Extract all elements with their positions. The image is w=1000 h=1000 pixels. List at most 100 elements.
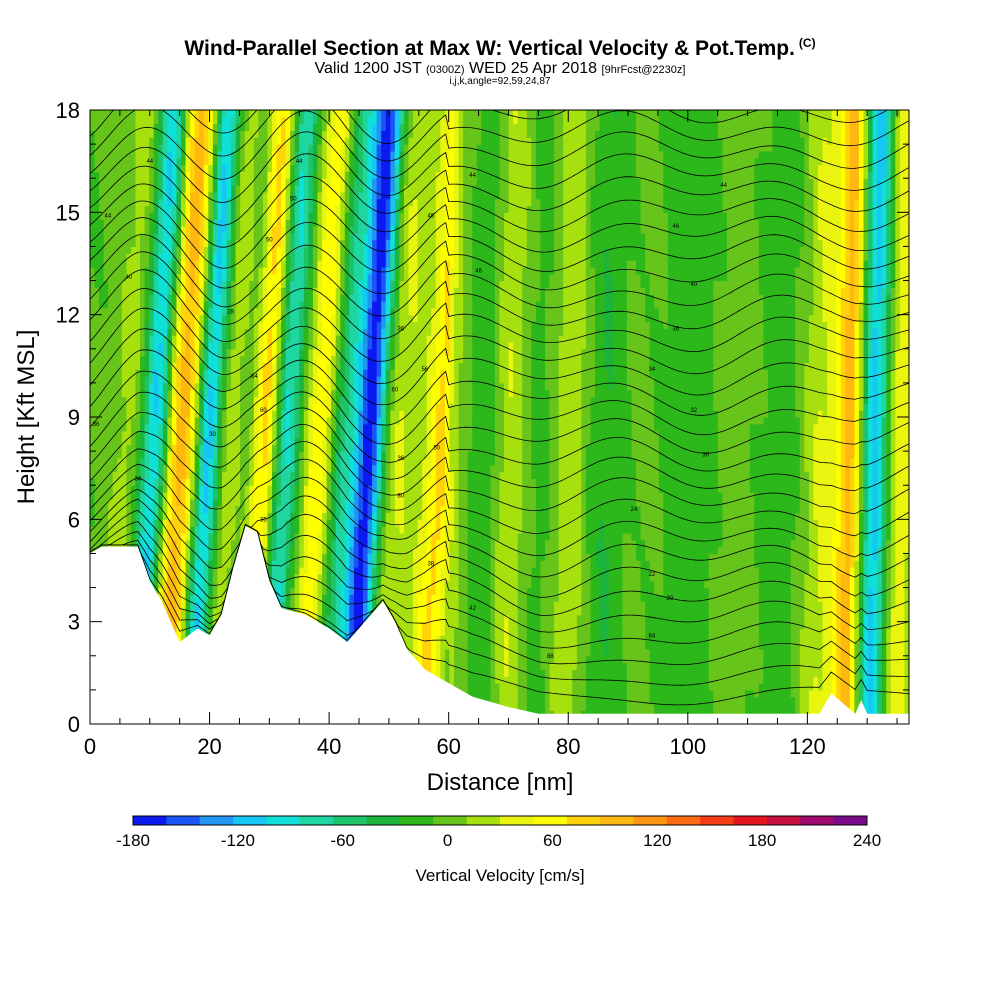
velocity-cell	[276, 519, 282, 527]
velocity-cell	[317, 157, 323, 166]
velocity-cell	[103, 307, 109, 316]
velocity-cell	[312, 314, 319, 323]
velocity-cell	[281, 219, 287, 227]
velocity-cell	[103, 519, 109, 527]
velocity-cell	[231, 116, 237, 125]
velocity-cell	[322, 287, 328, 295]
velocity-cell	[199, 485, 205, 493]
velocity-cell	[217, 239, 223, 248]
velocity-cell	[194, 266, 200, 275]
velocity-cell	[167, 328, 173, 336]
velocity-cell	[171, 212, 178, 220]
velocity-cell	[112, 314, 118, 323]
velocity-cell	[340, 498, 346, 507]
velocity-cell	[276, 287, 282, 295]
velocity-cell	[308, 403, 314, 411]
velocity-cell	[158, 437, 164, 445]
velocity-cell	[103, 328, 109, 336]
velocity-cell	[135, 382, 141, 391]
velocity-cell	[140, 437, 146, 445]
velocity-cell	[194, 144, 200, 152]
velocity-cell	[135, 157, 141, 166]
velocity-cell	[140, 492, 146, 500]
velocity-cell	[285, 301, 291, 309]
velocity-cell	[312, 273, 319, 282]
velocity-cell	[176, 621, 182, 630]
velocity-cell	[335, 219, 341, 227]
velocity-cell	[331, 239, 337, 248]
velocity-cell	[158, 471, 164, 479]
velocity-cell	[121, 137, 127, 145]
velocity-cell	[258, 492, 264, 500]
velocity-cell	[194, 614, 200, 623]
velocity-cell	[212, 348, 218, 357]
velocity-cell	[149, 457, 155, 466]
velocity-cell	[308, 301, 314, 309]
velocity-cell	[108, 314, 114, 323]
velocity-cell	[281, 498, 287, 507]
velocity-cell	[221, 410, 228, 418]
velocity-cell	[231, 294, 237, 302]
velocity-cell	[326, 328, 332, 336]
velocity-cell	[181, 505, 187, 514]
velocity-cell	[130, 294, 137, 302]
velocity-cell	[294, 594, 300, 602]
velocity-cell	[272, 253, 278, 261]
velocity-cell	[240, 185, 246, 193]
velocity-cell	[153, 280, 159, 288]
velocity-cell	[244, 144, 250, 152]
velocity-cell	[199, 430, 205, 439]
velocity-cell	[149, 307, 155, 316]
velocity-cell	[326, 246, 332, 254]
velocity-cell	[267, 198, 273, 207]
velocity-cell	[226, 164, 232, 172]
velocity-cell	[303, 464, 309, 473]
velocity-cell	[176, 150, 182, 159]
velocity-cell	[199, 423, 205, 432]
velocity-cell	[294, 287, 300, 295]
velocity-cell	[112, 396, 118, 404]
velocity-cell	[194, 410, 200, 418]
velocity-cell	[294, 239, 300, 248]
velocity-cell	[140, 307, 146, 316]
velocity-cell	[317, 260, 323, 268]
velocity-cell	[249, 444, 255, 452]
velocity-cell	[185, 573, 191, 582]
velocity-cell	[158, 532, 164, 541]
velocity-cell	[162, 294, 168, 302]
velocity-cell	[262, 369, 269, 377]
velocity-cell	[90, 417, 96, 425]
velocity-cell	[281, 260, 287, 268]
velocity-cell	[158, 301, 164, 309]
velocity-cell	[94, 485, 100, 493]
velocity-cell	[203, 457, 209, 466]
velocity-cell	[235, 369, 241, 377]
velocity-cell	[140, 335, 146, 343]
velocity-cell	[231, 362, 237, 370]
velocity-cell	[185, 341, 191, 350]
velocity-cell	[249, 301, 255, 309]
velocity-cell	[221, 369, 228, 377]
velocity-cell	[258, 144, 264, 152]
velocity-cell	[253, 178, 259, 186]
velocity-cell	[322, 471, 328, 479]
velocity-cell	[117, 273, 123, 282]
velocity-cell	[135, 287, 141, 295]
velocity-cell	[103, 396, 109, 404]
velocity-cell	[190, 253, 196, 261]
velocity-cell	[322, 321, 328, 329]
velocity-cell	[285, 580, 291, 589]
velocity-cell	[94, 369, 100, 377]
velocity-cell	[340, 621, 346, 630]
velocity-cell	[240, 273, 246, 282]
velocity-cell	[285, 417, 291, 425]
velocity-cell	[281, 157, 287, 166]
velocity-cell	[130, 246, 137, 254]
velocity-cell	[335, 171, 341, 179]
velocity-cell	[276, 478, 282, 486]
velocity-cell	[217, 253, 223, 261]
velocity-cell	[240, 492, 246, 500]
velocity-cell	[281, 417, 287, 425]
velocity-cell	[158, 157, 164, 166]
velocity-cell	[121, 294, 127, 302]
